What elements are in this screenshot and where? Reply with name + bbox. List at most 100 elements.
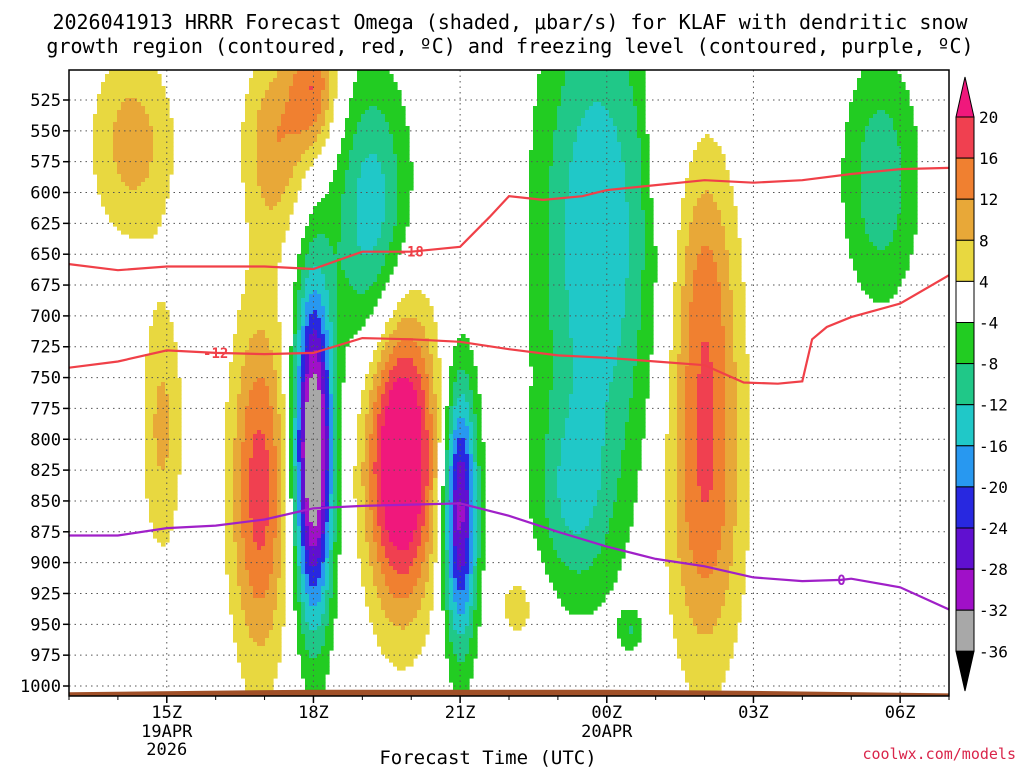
- omega-cell: [241, 666, 278, 671]
- omega-cell: [601, 474, 622, 479]
- omega-cell: [725, 518, 738, 523]
- omega-cell: [245, 182, 258, 187]
- omega-cell: [549, 518, 566, 523]
- omega-cell: [473, 538, 478, 543]
- omega-cell: [265, 442, 274, 447]
- omega-cell: [445, 542, 450, 547]
- omega-cell: [225, 462, 234, 467]
- omega-cell: [305, 354, 310, 359]
- omega-cell: [329, 450, 334, 455]
- omega-cell: [321, 342, 326, 347]
- omega-cell: [561, 438, 606, 443]
- omega-cell: [309, 526, 322, 531]
- omega-cell: [537, 542, 554, 547]
- omega-cell: [297, 322, 302, 327]
- omega-cell: [429, 578, 434, 583]
- omega-cell: [381, 350, 394, 355]
- omega-cell: [729, 570, 746, 575]
- omega-cell: [901, 174, 918, 179]
- omega-cell: [297, 342, 302, 347]
- omega-cell: [245, 110, 258, 115]
- omega-cell: [353, 470, 362, 475]
- omega-cell: [305, 458, 322, 463]
- omega-cell: [473, 474, 478, 479]
- omega-cell: [273, 350, 282, 355]
- omega-cell: [325, 570, 330, 575]
- omega-cell: [361, 174, 386, 179]
- colorbar-label: 12: [979, 190, 998, 209]
- omega-cell: [573, 382, 610, 387]
- omega-cell: [281, 450, 286, 455]
- omega-cell: [737, 382, 750, 387]
- omega-cell: [621, 330, 638, 335]
- omega-cell: [357, 422, 366, 427]
- omega-cell: [325, 594, 334, 599]
- omega-cell: [637, 122, 646, 127]
- omega-cell: [365, 598, 382, 603]
- omega-cell: [273, 610, 286, 615]
- omega-cell: [101, 90, 166, 95]
- omega-cell: [273, 570, 282, 575]
- omega-cell: [429, 390, 434, 395]
- omega-cell: [321, 518, 326, 523]
- omega-cell: [249, 574, 270, 579]
- omega-cell: [449, 406, 454, 411]
- omega-cell: [269, 394, 278, 399]
- omega-cell: [325, 498, 330, 503]
- omega-cell: [449, 398, 454, 403]
- omega-cell: [397, 666, 406, 671]
- omega-cell: [329, 398, 334, 403]
- omega-cell: [385, 526, 418, 531]
- omega-cell: [309, 242, 330, 247]
- omega-cell: [557, 118, 582, 123]
- omega-cell: [293, 294, 298, 299]
- omega-cell: [337, 386, 342, 391]
- omega-cell: [257, 114, 282, 119]
- omega-cell: [317, 114, 326, 119]
- omega-cell: [697, 426, 714, 431]
- omega-cell: [237, 310, 278, 315]
- omega-cell: [377, 418, 386, 423]
- omega-cell: [321, 490, 326, 495]
- omega-cell: [397, 546, 410, 551]
- omega-cell: [309, 362, 322, 367]
- omega-cell: [713, 254, 730, 259]
- omega-cell: [297, 642, 306, 647]
- omega-cell: [849, 102, 910, 107]
- omega-cell: [421, 510, 426, 515]
- omega-cell: [237, 570, 250, 575]
- omega-cell: [373, 358, 382, 363]
- omega-cell: [665, 498, 678, 503]
- omega-cell: [553, 382, 574, 387]
- omega-cell: [325, 274, 338, 279]
- omega-cell: [257, 642, 266, 647]
- omega-cell: [93, 166, 118, 171]
- omega-cell: [145, 490, 178, 495]
- omega-cell: [297, 590, 302, 595]
- omega-cell: [233, 486, 242, 491]
- omega-cell: [309, 294, 322, 299]
- omega-cell: [117, 226, 158, 231]
- omega-cell: [337, 442, 342, 447]
- omega-cell: [477, 486, 482, 491]
- omega-cell: [297, 550, 302, 555]
- omega-cell: [613, 506, 634, 511]
- omega-cell: [441, 582, 446, 587]
- omega-cell: [429, 518, 434, 523]
- omega-cell: [301, 530, 306, 535]
- omega-cell: [621, 474, 638, 479]
- omega-cell: [549, 230, 566, 235]
- omega-cell: [569, 394, 610, 399]
- omega-cell: [549, 534, 606, 539]
- omega-cell: [417, 342, 430, 347]
- omega-cell: [529, 274, 550, 279]
- omega-cell: [529, 338, 554, 343]
- omega-cell: [321, 302, 330, 307]
- omega-cell: [713, 446, 726, 451]
- omega-cell: [685, 594, 726, 599]
- omega-cell: [309, 582, 318, 587]
- omega-cell: [309, 534, 322, 539]
- x-tick-sublabel: 20APR: [581, 722, 633, 742]
- omega-cell: [549, 426, 566, 431]
